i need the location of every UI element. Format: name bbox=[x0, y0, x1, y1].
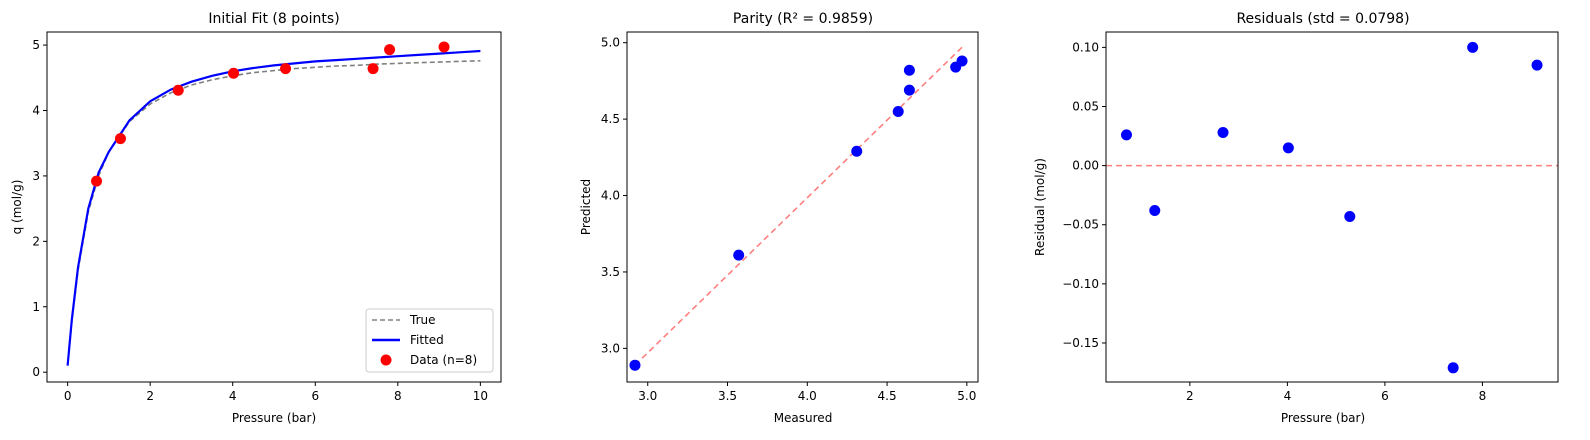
residuals-xlabel: Pressure (bar) bbox=[1281, 411, 1365, 425]
parity-xtick-label: 3.0 bbox=[638, 389, 657, 403]
parity-point-2 bbox=[851, 145, 863, 157]
initial-fit-title: Initial Fit (8 points) bbox=[208, 11, 339, 27]
initial-fit-ytick-label: 3 bbox=[32, 169, 40, 183]
initial-fit-axes-frame bbox=[46, 31, 502, 383]
initial-fit-xtick-label: 0 bbox=[64, 389, 72, 403]
initial-fit-ytick-label: 5 bbox=[32, 38, 40, 52]
residuals-point-4 bbox=[1344, 210, 1356, 222]
parity-point-7 bbox=[956, 55, 968, 67]
initial-fit-ytick-label: 2 bbox=[32, 234, 40, 248]
residuals-point-3 bbox=[1282, 142, 1294, 154]
parity-xtick-label: 5.0 bbox=[957, 389, 976, 403]
initial-fit-ytick-label: 0 bbox=[32, 365, 40, 379]
residuals-ytick-label: 0.00 bbox=[1072, 159, 1099, 173]
residuals-xtick-label: 4 bbox=[1284, 389, 1292, 403]
parity-plot-area: 3.0 3.5 4.0 4.5 5.0 3.0 3.5 4.0 4.5 5.0 bbox=[601, 31, 979, 403]
residuals-point-5 bbox=[1447, 362, 1459, 374]
initial-fit-xtick-label: 2 bbox=[146, 389, 154, 403]
parity-point-0 bbox=[629, 359, 641, 371]
parity-xtick-label: 4.5 bbox=[878, 389, 897, 403]
parity-reference-line bbox=[634, 46, 963, 366]
initial-fit-ytick-label: 4 bbox=[32, 104, 40, 118]
residuals-ytick-label: −0.10 bbox=[1062, 277, 1099, 291]
residuals-point-1 bbox=[1149, 205, 1161, 217]
parity-point-4 bbox=[903, 84, 915, 96]
residuals-ytick-label: −0.05 bbox=[1062, 218, 1099, 232]
initial-fit-panel: Initial Fit (8 points) Pressure (bar) q … bbox=[10, 11, 502, 425]
initial-fit-xtick-label: 4 bbox=[229, 389, 237, 403]
parity-ylabel: Predicted bbox=[579, 179, 593, 235]
parity-xtick-label: 3.5 bbox=[718, 389, 737, 403]
residuals-point-0 bbox=[1120, 129, 1132, 141]
initial-fit-xtick-label: 8 bbox=[394, 389, 402, 403]
legend-fitted-label: Fitted bbox=[410, 333, 444, 347]
residuals-ylabel: Residual (mol/g) bbox=[1033, 158, 1047, 256]
parity-ytick-label: 5.0 bbox=[601, 36, 620, 50]
initial-fit-point-0 bbox=[91, 175, 103, 187]
parity-ytick-label: 4.5 bbox=[601, 112, 620, 126]
parity-xtick-label: 4.0 bbox=[798, 389, 817, 403]
initial-fit-ylabel: q (mol/g) bbox=[10, 180, 24, 235]
initial-fit-xtick-label: 10 bbox=[473, 389, 488, 403]
residuals-point-2 bbox=[1217, 127, 1229, 139]
parity-axes-frame bbox=[626, 31, 979, 383]
residuals-point-7 bbox=[1531, 59, 1543, 71]
initial-fit-ytick-label: 1 bbox=[32, 300, 40, 314]
parity-ytick-label: 3.0 bbox=[601, 341, 620, 355]
initial-fit-point-2 bbox=[172, 84, 184, 96]
parity-point-5 bbox=[903, 64, 915, 76]
residuals-xtick-label: 8 bbox=[1479, 389, 1487, 403]
parity-panel: Parity (R² = 0.9859) Measured Predicted … bbox=[579, 11, 979, 425]
initial-fit-point-1 bbox=[114, 133, 126, 145]
initial-fit-xtick-label: 6 bbox=[311, 389, 319, 403]
parity-ytick-label: 4.0 bbox=[601, 189, 620, 203]
residuals-panel: Residuals (std = 0.0798) Pressure (bar) … bbox=[1033, 11, 1559, 425]
residuals-xtick-label: 6 bbox=[1381, 389, 1389, 403]
parity-point-1 bbox=[733, 249, 745, 261]
parity-ytick-label: 3.5 bbox=[601, 265, 620, 279]
initial-fit-plot-area: 0 2 4 6 8 10 0 1 2 3 4 5 bbox=[32, 31, 502, 403]
residuals-axes-frame bbox=[1105, 31, 1559, 383]
legend-true-label: True bbox=[409, 313, 436, 327]
initial-fit-point-6 bbox=[384, 44, 396, 56]
initial-fit-xlabel: Pressure (bar) bbox=[232, 411, 316, 425]
parity-xlabel: Measured bbox=[774, 411, 833, 425]
legend-data-label: Data (n=8) bbox=[410, 353, 477, 367]
initial-fit-point-4 bbox=[280, 63, 292, 75]
residuals-point-6 bbox=[1467, 41, 1479, 53]
residuals-title: Residuals (std = 0.0798) bbox=[1236, 11, 1409, 27]
initial-fit-point-7 bbox=[438, 41, 450, 53]
residuals-ytick-label: −0.15 bbox=[1062, 336, 1099, 350]
residuals-plot-area: 2 4 6 8 0.10 0.05 0.00 −0.05 −0.10 −0.15 bbox=[1062, 31, 1559, 403]
legend-data-swatch bbox=[380, 354, 392, 366]
initial-fit-legend: True Fitted Data (n=8) bbox=[365, 308, 494, 373]
residuals-ytick-label: 0.10 bbox=[1072, 40, 1099, 54]
residuals-xtick-label: 2 bbox=[1186, 389, 1194, 403]
initial-fit-point-5 bbox=[367, 63, 379, 75]
initial-fit-point-3 bbox=[228, 67, 240, 79]
parity-title: Parity (R² = 0.9859) bbox=[733, 11, 873, 27]
residuals-ytick-label: 0.05 bbox=[1072, 99, 1099, 113]
parity-point-3 bbox=[892, 105, 904, 117]
